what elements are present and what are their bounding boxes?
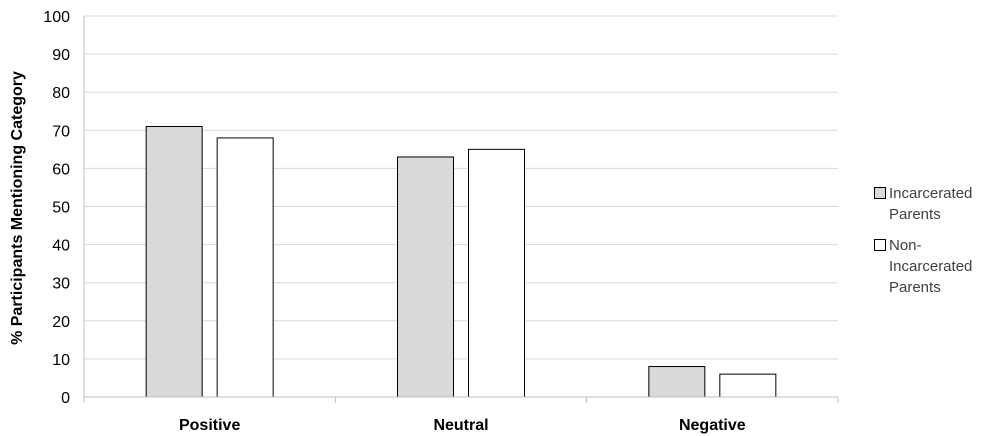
x-tick-label: Positive — [179, 417, 240, 434]
legend-label-incarcerated: Incarcerated Parents — [889, 185, 973, 223]
legend-swatch-non-incarcerated — [874, 239, 886, 251]
gridlines — [84, 15, 838, 360]
y-tick-label: 40 — [52, 238, 70, 255]
y-tick-label: 50 — [52, 200, 70, 217]
legend-item-non-incarcerated[interactable]: Non- Incarcerated Parents — [874, 235, 990, 298]
bar-incarcerated-negative — [648, 366, 706, 398]
x-tick-labels: Positive Neutral Negative — [179, 417, 746, 434]
y-tick-label: 20 — [52, 314, 70, 331]
x-tick-label: Neutral — [433, 417, 488, 434]
x-tick-label: Negative — [679, 417, 746, 434]
y-tick-label: 0 — [61, 390, 70, 407]
y-tick-label: 60 — [52, 161, 70, 178]
y-tick-label: 70 — [52, 123, 70, 140]
bars — [145, 125, 777, 398]
legend-label-non-incarcerated: Non- Incarcerated Parents — [889, 237, 973, 296]
y-tick-label: 100 — [43, 9, 70, 26]
bar-non-incarcerated-neutral — [468, 148, 525, 398]
legend-item-incarcerated[interactable]: Incarcerated Parents — [874, 183, 990, 225]
legend: Incarcerated Parents Non- Incarcerated P… — [874, 183, 990, 308]
bar-incarcerated-neutral — [397, 156, 454, 398]
y-tick-label: 90 — [52, 47, 70, 64]
legend-swatch-incarcerated — [874, 187, 886, 199]
bar-non-incarcerated-positive — [216, 137, 274, 398]
y-tick-label: 30 — [52, 276, 70, 293]
y-tick-label: 80 — [52, 85, 70, 102]
bar-non-incarcerated-negative — [719, 373, 777, 398]
axes — [83, 16, 839, 403]
bar-incarcerated-positive — [145, 125, 203, 398]
y-tick-label: 10 — [52, 352, 70, 369]
y-axis-label: % Participants Mentioning Category — [9, 71, 26, 345]
y-tick-labels: 0 10 20 30 40 50 60 70 80 90 100 — [43, 9, 70, 407]
